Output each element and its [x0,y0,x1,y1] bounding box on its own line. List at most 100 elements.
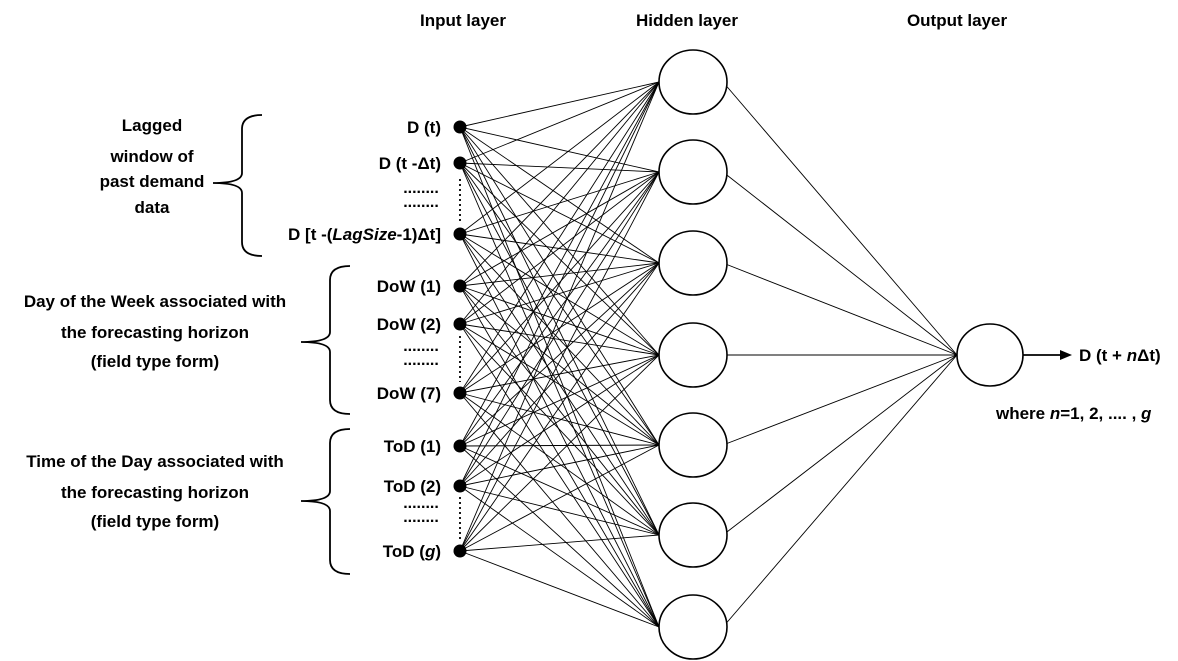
input-node [453,317,467,331]
group-label-lag: Lagged [122,116,182,135]
connection-input-hidden [459,171,660,487]
text-run: n [1127,346,1137,365]
connection-input-hidden [459,81,660,325]
connection-input-hidden [459,323,660,446]
input-layer-title: Input layer [420,11,506,30]
input-node [453,156,467,170]
group-label-tod: Time of the Day associated with [26,452,284,471]
text-run: LagSize [332,225,396,244]
connection-input-hidden [459,445,660,536]
connection-input-hidden [459,354,660,552]
connection-hidden-output [722,171,958,356]
connection-input-hidden [459,444,660,487]
connection-input-hidden [459,171,660,287]
connection-input-hidden [459,550,660,628]
text-run: D [t -( [288,225,333,244]
hidden-node [658,594,728,660]
text-run: -1) [397,225,418,244]
hidden-node [658,49,728,115]
connection-input-hidden [459,392,660,446]
text-run: t) [1149,346,1160,365]
ellipsis: ........ [403,194,439,211]
text-run: D (t - [379,154,418,173]
ellipsis: ........ [403,509,439,526]
connection-input-hidden [459,162,660,264]
input-label: D (t -Δt) [379,154,441,173]
connection-hidden-output [722,81,958,356]
input-label: ToD (g) [383,542,441,561]
hidden-node [658,139,728,205]
hidden-node [658,322,728,388]
output-node [956,323,1024,387]
input-label: DoW (2) [377,315,441,334]
group-label-tod: (field type form) [91,512,219,531]
connection-input-hidden [459,323,660,356]
text-run: t) [430,154,441,173]
input-node [453,479,467,493]
connection-input-hidden [459,126,660,628]
text-run: Δ [417,225,429,244]
ellipsis: ........ [403,352,439,369]
hidden-node [658,230,728,296]
connection-input-hidden [459,171,660,552]
group-label-tod: the forecasting horizon [61,483,249,502]
connection-input-hidden [459,126,660,536]
output-note: where n=1, 2, .... , g [995,404,1152,423]
connection-input-hidden [459,162,660,356]
connection-input-hidden [459,285,660,446]
connection-input-hidden [459,262,660,552]
text-run: ToD (1) [384,437,441,456]
group-label-lag: past demand [100,172,205,191]
input-label: DoW (1) [377,277,441,296]
hidden-layer-title: Hidden layer [636,11,738,30]
connection-input-hidden [459,171,660,447]
connection-input-hidden [459,262,660,325]
group-braces [212,114,351,575]
connection-input-hidden [459,171,660,325]
group-brace [300,428,351,575]
group-label-dow: Day of the Week associated with [24,292,286,311]
group-label-dow: (field type form) [91,352,219,371]
connection-input-hidden [459,81,660,235]
hidden-node [658,502,728,568]
connection-input-hidden [459,81,660,128]
connection-input-hidden [459,81,660,164]
connection-input-hidden [459,262,660,394]
output-label: D (t + nΔt) [1079,346,1161,365]
hidden-node [658,412,728,478]
input-node [453,386,467,400]
connection-input-hidden [459,323,660,628]
connection-input-hidden [459,262,660,487]
connection-input-hidden [459,262,660,447]
connection-input-hidden [459,81,660,447]
text-run: t] [430,225,441,244]
input-node [453,227,467,241]
input-label: D [t -(LagSize-1)Δt] [288,225,441,244]
connection-input-hidden [459,126,660,173]
text-run: g [424,542,436,561]
connection-input-hidden [459,444,660,552]
connection-input-hidden [459,285,660,628]
input-label: DoW (7) [377,384,441,403]
connection-input-hidden [459,81,660,287]
connection-hidden-output [722,354,958,628]
connection-input-hidden [459,392,660,536]
input-label: ToD (2) [384,477,441,496]
connection-hidden-output [722,354,958,446]
input-label: D (t) [407,118,441,137]
output-layer-title: Output layer [907,11,1008,30]
group-brace [300,265,351,415]
connection-input-hidden [459,81,660,487]
text-run: Δ [1137,346,1149,365]
group-label-lag: window of [109,147,193,166]
connection-input-hidden [459,285,660,536]
hidden-layer [658,49,728,660]
connection-input-hidden [459,126,660,446]
input-layer: D (t)D (t -Δt)D [t -(LagSize-1)Δt]......… [288,118,467,561]
text-run: =1, 2, .... , [1060,404,1141,423]
connections [459,81,958,628]
connection-input-hidden [459,81,660,394]
text-run: DoW (2) [377,315,441,334]
ellipsis: ........ [403,338,439,355]
connection-input-hidden [459,485,660,628]
